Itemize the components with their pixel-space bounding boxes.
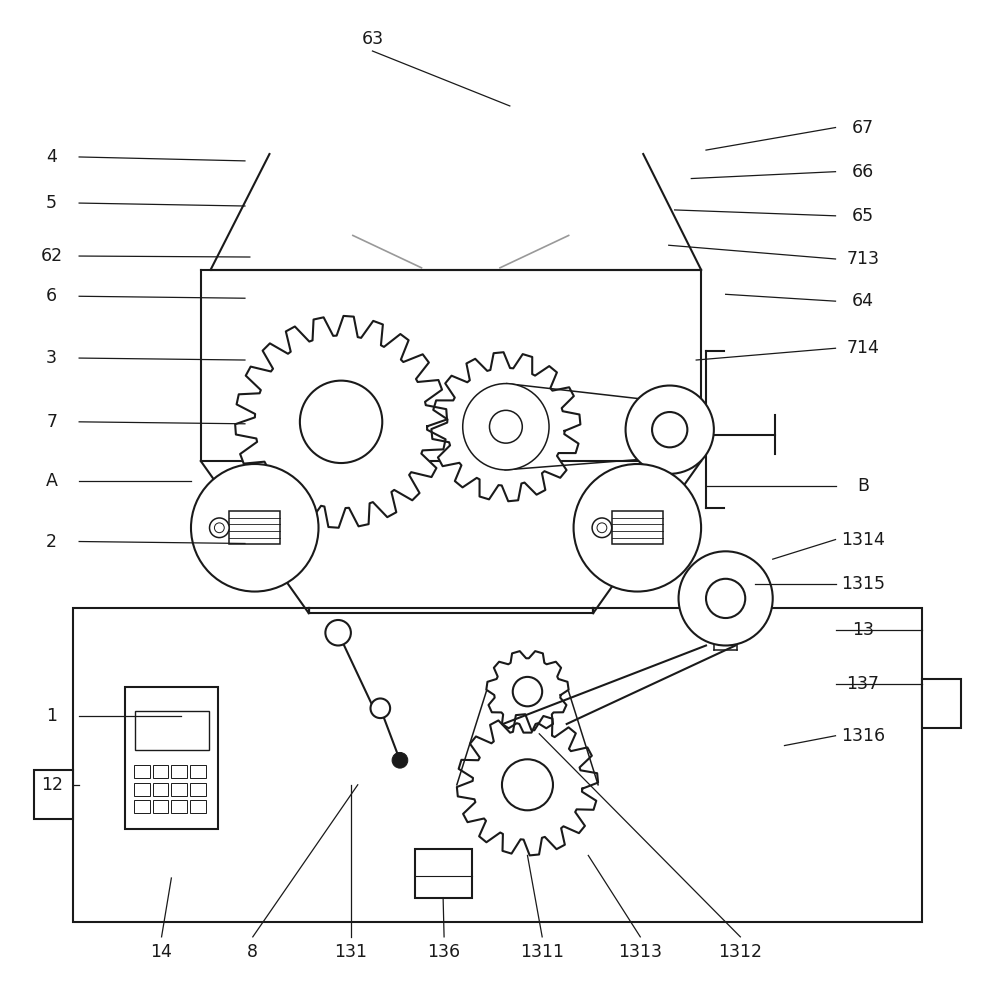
- Bar: [612, 511, 663, 544]
- Circle shape: [513, 677, 542, 706]
- Text: 3: 3: [46, 349, 57, 367]
- Text: 64: 64: [852, 292, 874, 310]
- Text: 1316: 1316: [841, 727, 885, 745]
- Text: 5: 5: [46, 194, 57, 212]
- Text: 13: 13: [852, 621, 874, 639]
- Bar: [171, 783, 187, 796]
- Text: A: A: [46, 472, 58, 490]
- Text: 714: 714: [847, 339, 879, 357]
- Polygon shape: [235, 316, 447, 528]
- Polygon shape: [486, 651, 569, 733]
- Text: B: B: [857, 477, 869, 494]
- Bar: [134, 783, 150, 796]
- Text: 1315: 1315: [841, 575, 885, 593]
- Bar: [134, 765, 150, 778]
- Bar: [415, 849, 472, 898]
- Bar: [34, 770, 73, 819]
- Bar: [171, 765, 187, 778]
- Circle shape: [592, 518, 612, 538]
- Circle shape: [300, 381, 382, 463]
- Text: 67: 67: [852, 119, 874, 136]
- Text: 1312: 1312: [718, 943, 762, 960]
- Text: 713: 713: [846, 250, 879, 268]
- Bar: [190, 765, 206, 778]
- Bar: [125, 687, 218, 829]
- Circle shape: [626, 386, 714, 474]
- Text: 6: 6: [46, 287, 57, 305]
- Circle shape: [489, 410, 522, 443]
- Circle shape: [210, 518, 229, 538]
- Text: 131: 131: [334, 943, 367, 960]
- Circle shape: [371, 698, 390, 718]
- Text: 4: 4: [46, 148, 57, 166]
- Polygon shape: [431, 352, 580, 501]
- Circle shape: [706, 579, 745, 618]
- Text: 63: 63: [361, 30, 384, 48]
- Text: 1311: 1311: [520, 943, 564, 960]
- Text: 2: 2: [46, 533, 57, 550]
- Bar: [153, 765, 168, 778]
- Bar: [229, 511, 280, 544]
- Circle shape: [679, 551, 773, 645]
- Polygon shape: [457, 714, 598, 855]
- Text: 8: 8: [247, 943, 258, 960]
- Bar: [73, 608, 922, 922]
- Text: 136: 136: [428, 943, 461, 960]
- Bar: [153, 783, 168, 796]
- Text: 65: 65: [852, 207, 874, 225]
- Bar: [171, 800, 187, 813]
- Circle shape: [597, 523, 607, 533]
- Text: 1314: 1314: [841, 531, 885, 548]
- Bar: [135, 711, 209, 750]
- Circle shape: [191, 464, 319, 592]
- Circle shape: [659, 419, 680, 440]
- Bar: [190, 783, 206, 796]
- Text: 62: 62: [41, 247, 63, 265]
- Text: 1: 1: [46, 707, 57, 725]
- Bar: [190, 800, 206, 813]
- Circle shape: [214, 523, 224, 533]
- Circle shape: [574, 464, 701, 592]
- Bar: [922, 679, 961, 728]
- Circle shape: [392, 752, 408, 768]
- Bar: [153, 800, 168, 813]
- Text: 1313: 1313: [618, 943, 662, 960]
- Text: 14: 14: [151, 943, 172, 960]
- Circle shape: [642, 402, 697, 457]
- Circle shape: [502, 759, 553, 810]
- Circle shape: [463, 384, 549, 470]
- Text: 66: 66: [852, 163, 874, 181]
- Text: 7: 7: [46, 413, 57, 431]
- Circle shape: [652, 412, 687, 447]
- Text: 137: 137: [846, 675, 879, 693]
- Text: 12: 12: [41, 776, 63, 794]
- Circle shape: [325, 620, 351, 645]
- Circle shape: [478, 399, 533, 454]
- Bar: [134, 800, 150, 813]
